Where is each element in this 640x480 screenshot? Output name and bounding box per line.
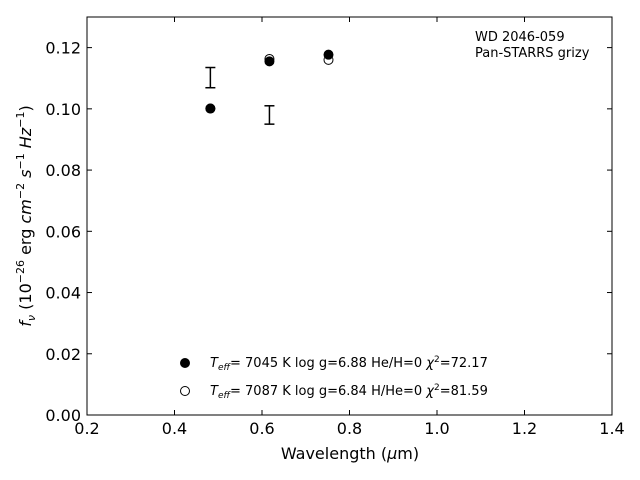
- legend-entry-1: Teff= 7045 K log g=6.88 He/H=0 χ2=72.17: [210, 355, 488, 373]
- point-open: [323, 54, 334, 65]
- point-open: [205, 103, 216, 114]
- observed-errorbars: [205, 66, 275, 125]
- x-tick-label: 0.8: [337, 419, 362, 438]
- x-tick-label: 1.0: [424, 419, 449, 438]
- x-axis: 0.2 0.4 0.6 0.8 1.0 1.2 1.4: [74, 17, 625, 438]
- y-axis: 0.00 0.02 0.04 0.06 0.08 0.10 0.12: [45, 39, 612, 425]
- y-tick-label: 0.04: [45, 284, 81, 303]
- legend-marker-filled: [180, 358, 190, 368]
- errorbar: [264, 105, 275, 125]
- y-tick-label: 0.10: [45, 100, 81, 119]
- y-tick-label: 0.02: [45, 345, 81, 364]
- x-tick-label: 0.2: [74, 419, 99, 438]
- y-tick-label: 0.06: [45, 222, 81, 241]
- x-tick-label: 0.6: [249, 419, 274, 438]
- model-points: [205, 49, 334, 114]
- x-axis-label: Wavelength (μm): [281, 444, 419, 463]
- x-tick-label: 1.2: [512, 419, 537, 438]
- y-tick-label: 0.08: [45, 161, 81, 180]
- errorbar: [205, 66, 216, 89]
- y-tick-label: 0.00: [45, 406, 81, 425]
- legend: Teff= 7045 K log g=6.88 He/H=0 χ2=72.17 …: [180, 355, 488, 401]
- annotation-line-2: Pan-STARRS grizy: [475, 46, 590, 61]
- legend-marker-open: [180, 386, 190, 396]
- point-filled: [323, 49, 334, 60]
- legend-entry-2: Teff= 7087 K log g=6.84 H/He=0 χ2=81.59: [210, 383, 488, 401]
- x-tick-label: 1.4: [599, 419, 624, 438]
- point-filled: [264, 56, 275, 67]
- y-axis-label: fν (10−26 erg cm−2 s−1 Hz−1): [14, 105, 38, 326]
- point-open: [264, 53, 275, 64]
- y-tick-label: 0.12: [45, 39, 81, 58]
- x-tick-label: 0.4: [162, 419, 187, 438]
- annotation-line-1: WD 2046-059: [475, 30, 565, 45]
